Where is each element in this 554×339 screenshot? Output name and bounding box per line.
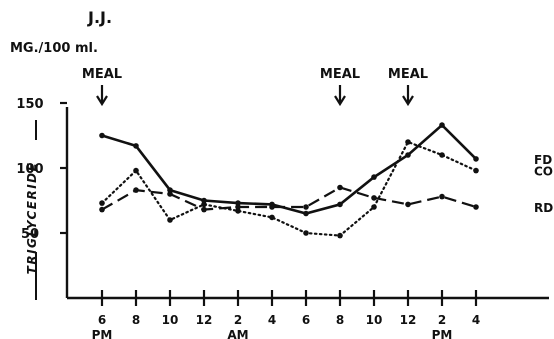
data-point-fd — [235, 200, 241, 206]
y-tick-label: 150 — [16, 97, 43, 112]
data-point-rd — [201, 206, 207, 213]
period-label: PM — [432, 328, 453, 339]
x-tick-label: 8 — [336, 313, 344, 327]
data-point-fd — [337, 201, 343, 208]
subject-label: J.J. — [87, 8, 112, 27]
data-point-fd — [473, 156, 479, 162]
data-point-rd — [405, 201, 411, 208]
series-label-co: CO — [534, 165, 553, 179]
data-point-co — [133, 167, 139, 174]
data-point-fd — [439, 122, 445, 128]
data-point-fd — [201, 197, 207, 204]
meal-label: MEAL — [320, 67, 360, 82]
series-label-fd: FD — [534, 153, 552, 167]
y-ticks: 50 100 150 — [16, 97, 67, 242]
data-point-fd — [303, 210, 309, 217]
data-point-rd — [473, 204, 479, 210]
x-tick-label: 10 — [162, 313, 179, 327]
data-point-rd — [235, 204, 241, 210]
data-point-co — [167, 217, 173, 223]
y-axis-label: TRIGLYCERIDE — [25, 162, 39, 275]
data-point-rd — [439, 193, 445, 200]
meal-annotations: MEAL MEAL MEAL — [82, 67, 428, 107]
meal-arrow-head — [96, 95, 108, 107]
x-tick-label: 4 — [472, 313, 480, 327]
y-tick-label: 50 — [21, 227, 39, 242]
x-tick-label: 12 — [196, 313, 213, 327]
data-point-rd — [99, 206, 105, 213]
data-point-co — [405, 139, 411, 145]
x-tick-label: 10 — [366, 313, 383, 327]
data-point-rd — [303, 204, 309, 210]
data-point-rd — [371, 195, 377, 201]
data-point-fd — [133, 143, 139, 149]
x-tick-label: 2 — [234, 313, 242, 327]
x-tick-label: 8 — [132, 313, 140, 327]
data-point-fd — [405, 152, 411, 158]
period-label: AM — [227, 328, 248, 339]
data-point-co — [235, 208, 241, 214]
data-point-co — [269, 214, 275, 221]
data-point-rd — [133, 187, 139, 193]
data-point-fd — [99, 132, 105, 139]
data-point-co — [303, 230, 309, 236]
data-point-co — [337, 232, 343, 239]
data-point-rd — [167, 191, 173, 197]
data-point-rd — [269, 204, 275, 210]
series-line-rd — [101, 186, 477, 211]
meal-label: MEAL — [82, 67, 122, 82]
x-tick-label: 2 — [438, 313, 446, 327]
series-line-co — [100, 140, 478, 237]
y-tick-label: 100 — [16, 162, 43, 177]
data-point-co — [473, 167, 479, 174]
period-labels: PM AM PM — [92, 328, 453, 339]
data-point-co — [371, 204, 377, 210]
data-point-co — [99, 200, 105, 206]
data-point-co — [201, 201, 207, 208]
data-point-fd — [371, 174, 377, 180]
x-ticks: 6 8 10 12 2 4 6 8 10 12 2 4 — [98, 290, 480, 327]
series-label-rd: RD — [534, 201, 553, 215]
unit-label: MG./100 ml. — [10, 41, 98, 56]
meal-label: MEAL — [388, 67, 428, 82]
meal-arrow-head — [402, 95, 414, 107]
meal-arrow-head — [334, 95, 346, 107]
x-tick-label: 12 — [400, 313, 417, 327]
x-tick-label: 4 — [268, 313, 276, 327]
data-point-co — [439, 152, 445, 158]
data-point-rd — [337, 184, 343, 191]
x-tick-label: 6 — [98, 313, 106, 327]
data-point-fd — [167, 187, 173, 193]
x-tick-label: 6 — [302, 313, 310, 327]
period-label: PM — [92, 328, 113, 339]
series-line-fd — [101, 123, 477, 215]
